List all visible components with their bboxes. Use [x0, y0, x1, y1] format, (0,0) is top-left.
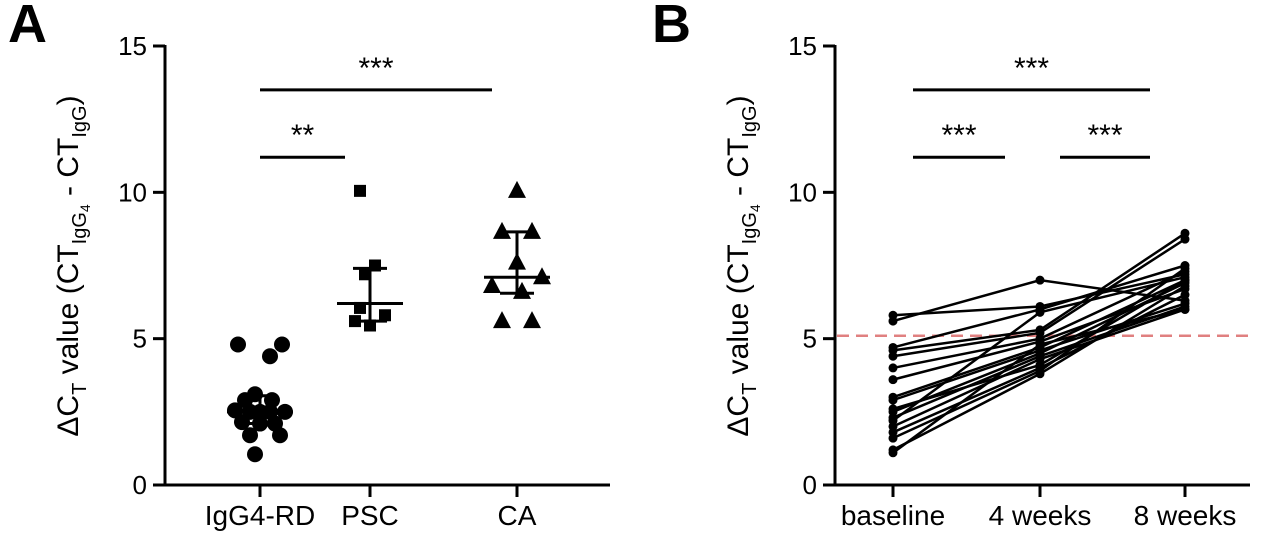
significance-label: *** — [941, 119, 976, 152]
data-point-triangle — [523, 311, 541, 329]
panel-a-chart: ΔCT value (CTIgG4 - CTIgG) 051015IgG4-RD… — [52, 31, 610, 531]
panel-b-chart: ΔCT value (CTIgG4 - CTIgG) 051015baselin… — [722, 31, 1250, 531]
significance-label: ** — [291, 119, 315, 152]
ylabel-value-text: value (CT — [52, 244, 85, 382]
x-tick-label: IgG4-RD — [205, 500, 315, 531]
ylabel-igg4-sub: IgG — [739, 212, 761, 244]
x-tick-label: 4 weeks — [989, 500, 1092, 531]
ylabel-close: ) — [722, 95, 755, 105]
data-point-square — [364, 319, 376, 332]
y-tick-label: 0 — [133, 470, 147, 500]
data-point-triangle — [523, 221, 541, 239]
series-point — [1035, 307, 1045, 317]
ylabel-delta: ΔC — [52, 395, 85, 437]
data-point-triangle — [493, 311, 511, 329]
y-tick-label: 0 — [803, 470, 817, 500]
data-point-triangle — [533, 267, 551, 285]
data-point-circle — [242, 427, 258, 444]
panel-a-ylabel: ΔCT value (CTIgG4 - CTIgG) — [52, 95, 93, 436]
series-point — [888, 433, 898, 443]
y-tick-label: 5 — [803, 324, 817, 354]
x-tick-label: CA — [498, 500, 537, 531]
series-point — [1035, 369, 1045, 379]
ylabel-minus: - CT — [52, 138, 85, 205]
data-point-triangle — [508, 180, 526, 198]
series-point — [1180, 263, 1190, 273]
data-point-circle — [247, 446, 263, 463]
series-point — [1180, 304, 1190, 314]
series-point — [888, 351, 898, 361]
significance-label: *** — [1014, 52, 1049, 85]
y-tick-label: 15 — [118, 31, 147, 61]
data-point-circle — [277, 403, 293, 420]
x-tick-label: PSC — [341, 500, 399, 531]
y-tick-label: 5 — [133, 324, 147, 354]
data-point-triangle — [483, 275, 501, 293]
series-point — [888, 363, 898, 373]
data-point-circle — [272, 427, 288, 444]
ylabel-igg4-sub: IgG — [69, 212, 91, 244]
ylabel-igg-sub: IgG — [69, 105, 91, 137]
ylabel-igg4-subsub: 4 — [747, 204, 763, 212]
series-point — [1035, 275, 1045, 285]
panel-b-ylabel: ΔCT value (CTIgG4 - CTIgG) — [722, 95, 763, 436]
ylabel-close: ) — [52, 95, 85, 105]
series-point — [1180, 275, 1190, 285]
panel-letter-b: B — [652, 0, 691, 54]
y-tick-label: 15 — [788, 31, 817, 61]
series-point — [888, 395, 898, 405]
data-point-square — [369, 259, 381, 272]
data-point-circle — [252, 415, 268, 432]
y-tick-label: 10 — [788, 177, 817, 207]
ylabel-minus: - CT — [722, 138, 755, 205]
series-point — [1180, 234, 1190, 244]
series-point — [888, 316, 898, 326]
data-point-square — [379, 309, 391, 322]
x-tick-label: baseline — [841, 500, 945, 531]
significance-label: *** — [1087, 119, 1122, 152]
ylabel-value-text: value (CT — [722, 244, 755, 382]
data-point-square — [349, 315, 361, 328]
series-point — [1180, 290, 1190, 300]
series-point — [888, 375, 898, 385]
data-point-circle — [262, 348, 278, 365]
data-point-circle — [227, 402, 243, 419]
series-point — [888, 404, 898, 414]
data-point-circle — [274, 336, 290, 353]
data-point-circle — [234, 414, 250, 431]
data-point-square — [354, 301, 366, 314]
ylabel-t-sub: T — [739, 383, 761, 395]
ylabel-igg4-subsub: 4 — [77, 204, 93, 212]
x-tick-label: 8 weeks — [1134, 500, 1237, 531]
panel-letter-a: A — [8, 0, 47, 54]
series-point — [1035, 360, 1045, 370]
series-point — [1035, 340, 1045, 350]
y-tick-label: 10 — [118, 177, 147, 207]
data-point-triangle — [508, 252, 526, 270]
significance-label: *** — [358, 52, 393, 85]
data-point-triangle — [493, 221, 511, 239]
data-point-square — [359, 268, 371, 281]
ylabel-t-sub: T — [69, 383, 91, 395]
data-point-triangle — [513, 281, 531, 299]
data-point-circle — [230, 336, 246, 353]
data-point-square — [354, 184, 366, 197]
series-point — [888, 448, 898, 458]
ylabel-igg-sub: IgG — [739, 105, 761, 137]
ylabel-delta: ΔC — [722, 395, 755, 437]
